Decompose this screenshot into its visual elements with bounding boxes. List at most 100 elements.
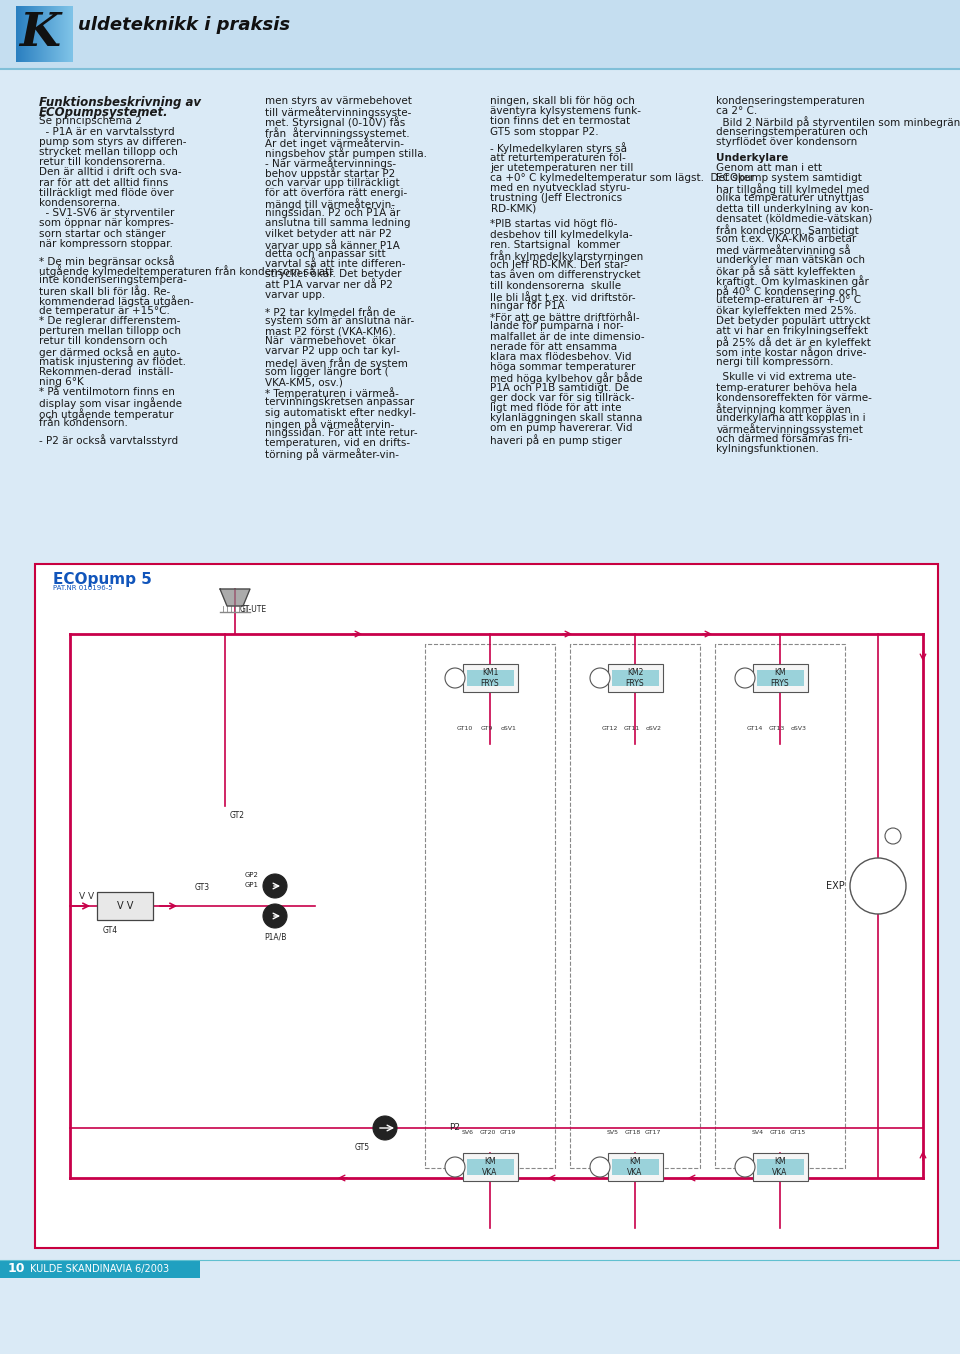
Circle shape	[263, 904, 287, 927]
Bar	[463, 1154, 518, 1181]
Bar	[27, 5, 29, 62]
Circle shape	[263, 873, 287, 898]
Text: höga sommar temperaturer: höga sommar temperaturer	[491, 363, 636, 372]
Text: ger dock var för sig tillräck-: ger dock var för sig tillräck-	[491, 393, 635, 403]
Text: varvar upp.: varvar upp.	[265, 290, 325, 299]
Text: klara max flödesbehov. Vid: klara max flödesbehov. Vid	[491, 352, 632, 362]
Bar	[64, 5, 66, 62]
Text: som ligger längre bort (: som ligger längre bort (	[265, 367, 389, 376]
Circle shape	[445, 1158, 465, 1177]
Text: ningssidan. För att inte retur-: ningssidan. För att inte retur-	[265, 428, 418, 437]
Text: och därmed försämras fri-: och därmed försämras fri-	[716, 433, 852, 444]
Bar	[35, 5, 37, 62]
Bar	[40, 5, 42, 62]
Text: lle bli lågt t.ex. vid driftstör-: lle bli lågt t.ex. vid driftstör-	[491, 291, 636, 303]
Text: KM1
FRYS: KM1 FRYS	[481, 669, 499, 688]
Text: GT13: GT13	[769, 727, 785, 731]
Text: ningar för P1A: ningar för P1A	[491, 301, 565, 311]
Text: K: K	[19, 9, 60, 56]
Bar	[608, 663, 663, 692]
Text: sig automatiskt efter nedkyl-: sig automatiskt efter nedkyl-	[265, 408, 416, 417]
Text: varvtal så att inte differen-: varvtal så att inte differen-	[265, 259, 405, 269]
Bar	[29, 5, 31, 62]
Text: SV4: SV4	[752, 1131, 764, 1136]
Bar	[49, 5, 51, 62]
Text: mängd till värmeåtervin-: mängd till värmeåtervin-	[265, 198, 395, 210]
Bar	[0, 0, 960, 68]
Text: GT5 som stoppar P2.: GT5 som stoppar P2.	[491, 127, 599, 137]
Bar	[30, 5, 32, 62]
Bar	[66, 5, 68, 62]
Text: kondensoreffekten för värme-: kondensoreffekten för värme-	[716, 393, 872, 403]
Circle shape	[735, 1158, 755, 1177]
Text: haveri på en pump stiger: haveri på en pump stiger	[491, 433, 622, 445]
Bar	[467, 670, 514, 686]
Bar	[22, 5, 24, 62]
Text: utgående kylmedeltemperaturen från kondensorn så att: utgående kylmedeltemperaturen från konde…	[39, 265, 333, 276]
Bar	[46, 5, 48, 62]
Text: GT3: GT3	[195, 884, 210, 892]
Text: P1A och P1B samtidigt. De: P1A och P1B samtidigt. De	[491, 383, 630, 393]
Text: EXP: EXP	[827, 881, 845, 891]
Bar	[57, 5, 59, 62]
Text: Funktionsbeskrivning av: Funktionsbeskrivning av	[39, 96, 201, 110]
Bar	[42, 5, 44, 62]
Text: Skulle vi vid extrema ute-: Skulle vi vid extrema ute-	[716, 372, 856, 382]
Bar	[97, 892, 153, 919]
Text: med höga kylbehov går både: med höga kylbehov går både	[491, 372, 643, 385]
Text: malfallet är de inte dimensio-: malfallet är de inte dimensio-	[491, 332, 645, 341]
Text: KM
VKA: KM VKA	[627, 1158, 642, 1177]
Text: strycket ökar. Det betyder: strycket ökar. Det betyder	[265, 269, 401, 279]
Text: Den är alltid i drift och sva-: Den är alltid i drift och sva-	[39, 168, 181, 177]
Bar	[19, 5, 21, 62]
Text: ligt med flöde för att inte: ligt med flöde för att inte	[491, 403, 622, 413]
Bar	[753, 1154, 808, 1181]
Text: ningsbehov står pumpen stilla.: ningsbehov står pumpen stilla.	[265, 148, 427, 158]
Bar	[37, 5, 39, 62]
Text: pump som styrs av differen-: pump som styrs av differen-	[39, 137, 186, 146]
Bar	[23, 5, 25, 62]
Bar	[45, 5, 47, 62]
Text: varvar P2 upp och tar kyl-: varvar P2 upp och tar kyl-	[265, 347, 399, 356]
Text: törning på värmeåter-vin-: törning på värmeåter-vin-	[265, 448, 398, 460]
Bar	[47, 5, 49, 62]
Bar	[21, 5, 23, 62]
Text: anslutna till samma ledning: anslutna till samma ledning	[265, 218, 410, 229]
Text: display som visar ingående: display som visar ingående	[39, 398, 182, 409]
Circle shape	[885, 829, 901, 844]
Bar	[26, 5, 28, 62]
Bar	[61, 5, 63, 62]
Text: perturen mellan tillopp och: perturen mellan tillopp och	[39, 326, 181, 336]
Bar	[24, 5, 26, 62]
Text: kylanläggningen skall stanna: kylanläggningen skall stanna	[491, 413, 643, 424]
Text: från kondensorn. Samtidigt: från kondensorn. Samtidigt	[716, 223, 859, 236]
Text: oSV3: oSV3	[791, 727, 807, 731]
Bar	[612, 670, 659, 686]
Text: olika temperaturer utnyttjas: olika temperaturer utnyttjas	[716, 194, 864, 203]
Text: att returtemperaturen föl-: att returtemperaturen föl-	[491, 153, 626, 162]
Text: *För att ge bättre driftförhål-: *För att ge bättre driftförhål-	[491, 311, 640, 324]
Bar	[52, 5, 54, 62]
Text: till värmeåtervinningssyste-: till värmeåtervinningssyste-	[265, 106, 411, 118]
Text: vilket betyder att när P2: vilket betyder att när P2	[265, 229, 392, 238]
Text: trustning (Jeff Electronics: trustning (Jeff Electronics	[491, 194, 623, 203]
Text: - När värmeåtervinnings-: - När värmeåtervinnings-	[265, 157, 396, 169]
Bar	[44, 5, 46, 62]
Bar	[16, 5, 18, 62]
Text: Bild 2 Närbild på styrventilen som minbegränsar kon-: Bild 2 Närbild på styrventilen som minbe…	[716, 116, 960, 129]
Text: - SV1-SV6 är styrventiler: - SV1-SV6 är styrventiler	[39, 209, 175, 218]
Text: RD-KMK): RD-KMK)	[491, 203, 536, 214]
Text: Det betyder populärt uttryckt: Det betyder populärt uttryckt	[716, 315, 871, 326]
Bar	[58, 5, 60, 62]
Text: underkylarna att kopplas in i: underkylarna att kopplas in i	[716, 413, 866, 424]
Text: GT18: GT18	[625, 1131, 641, 1136]
Text: från kylmedelkylarstyrningen: från kylmedelkylarstyrningen	[491, 250, 644, 261]
Text: med en nyutvecklad styru-: med en nyutvecklad styru-	[491, 183, 631, 194]
Bar	[38, 5, 40, 62]
Text: kylningsfunktionen.: kylningsfunktionen.	[716, 444, 819, 454]
Text: GT14: GT14	[747, 727, 763, 731]
Bar	[56, 5, 58, 62]
Text: oSV2: oSV2	[646, 727, 662, 731]
Text: KM
VKA: KM VKA	[772, 1158, 788, 1177]
Text: GT20: GT20	[480, 1131, 496, 1136]
